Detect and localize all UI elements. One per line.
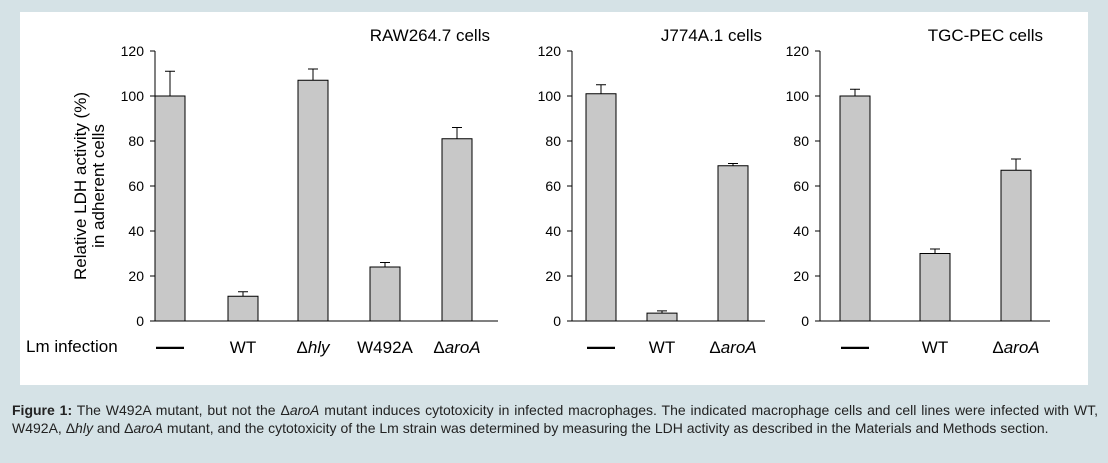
x-category-label: Δhly (296, 338, 331, 357)
caption-text-3: and Δ (92, 420, 134, 436)
y-tick-label: 120 (786, 43, 810, 59)
y-tick-label: 60 (545, 178, 561, 194)
y-tick-label: 60 (128, 178, 144, 194)
chart-panel-2: J774A.1 cells 0 20 40 60 80 100 120 — WT ΔaroA (538, 26, 765, 359)
x-category-label: ΔaroA (433, 338, 480, 357)
caption-text-1: The W492A mutant, but not the Δ (72, 402, 290, 418)
caption-italic-1: aroA (289, 402, 320, 418)
y-tick-label: 120 (538, 43, 562, 59)
bar (839, 95, 871, 322)
y-tick-label: 20 (545, 268, 561, 284)
x-category-label: — (156, 334, 184, 359)
y-tick-label: 0 (553, 313, 561, 329)
y-tick-label: 80 (128, 133, 144, 149)
y-axis-title: Relative LDH activity (%)in adherent cel… (71, 92, 108, 280)
y-tick-label: 80 (793, 133, 809, 149)
chart-title: TGC-PEC cells (928, 26, 1043, 45)
bar (154, 95, 186, 322)
y-tick-label: 40 (545, 223, 561, 239)
figure-caption: Figure 1: The W492A mutant, but not the … (12, 401, 1098, 437)
caption-italic-3: aroA (133, 420, 164, 436)
x-category-label: ΔaroA (709, 338, 756, 357)
chart-panel-3: TGC-PEC cells 0 20 40 60 80 100 120 — WT ΔaroA (786, 26, 1050, 359)
figure-panel: RAW264.7 cells 0 20 40 60 80 100 120 — WT Δhly W492… (20, 12, 1088, 385)
bar (441, 138, 473, 322)
bar (1000, 169, 1032, 322)
caption-text-4: mutant, and the cytotoxicity of the Lm s… (163, 420, 1049, 436)
x-category-label: WT (230, 338, 256, 357)
x-category-label: — (587, 334, 615, 359)
x-category-label: — (841, 334, 869, 359)
x-category-label: WT (649, 338, 675, 357)
bar (717, 165, 749, 322)
y-tick-label: 120 (121, 43, 145, 59)
y-tick-label: 100 (538, 88, 562, 104)
x-category-label: W492A (357, 338, 413, 357)
chart-panel-1: RAW264.7 cells 0 20 40 60 80 100 120 — WT Δhly W492… (121, 26, 498, 359)
bar (227, 295, 259, 322)
bar (297, 79, 329, 322)
row-label-lm-infection: Lm infection (26, 337, 118, 356)
chart-title: RAW264.7 cells (370, 26, 490, 45)
caption-text-2: mutant induces cytotoxicity in infected … (12, 402, 1098, 436)
bar-charts: RAW264.7 cells 0 20 40 60 80 100 120 — WT Δhly W492… (26, 26, 1050, 359)
chart-title: J774A.1 cells (661, 26, 762, 45)
y-tick-label: 40 (793, 223, 809, 239)
bar (369, 266, 401, 322)
bar (919, 253, 951, 322)
y-tick-label: 100 (121, 88, 145, 104)
y-tick-label: 0 (801, 313, 809, 329)
x-category-label: WT (922, 338, 948, 357)
bar (646, 312, 678, 322)
x-category-label: ΔaroA (992, 338, 1039, 357)
y-tick-label: 100 (786, 88, 810, 104)
caption-italic-2: hly (75, 420, 93, 436)
y-tick-label: 80 (545, 133, 561, 149)
bar (585, 93, 617, 322)
y-tick-label: 20 (793, 268, 809, 284)
y-tick-label: 40 (128, 223, 144, 239)
y-tick-label: 60 (793, 178, 809, 194)
y-tick-label: 20 (128, 268, 144, 284)
caption-label: Figure 1: (12, 402, 73, 418)
y-tick-label: 0 (136, 313, 144, 329)
